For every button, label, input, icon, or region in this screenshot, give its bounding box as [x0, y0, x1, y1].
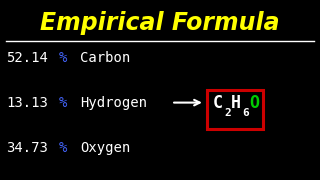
Text: Carbon: Carbon [80, 51, 130, 65]
Text: 6: 6 [242, 108, 249, 118]
Text: H: H [231, 94, 241, 112]
Text: %: % [59, 96, 68, 110]
Text: %: % [59, 51, 68, 65]
Text: Oxygen: Oxygen [80, 141, 130, 155]
Text: 34.73: 34.73 [6, 141, 48, 155]
Text: 13.13: 13.13 [6, 96, 48, 110]
Text: O: O [249, 94, 259, 112]
Text: Empirical Formula: Empirical Formula [40, 10, 280, 35]
Text: %: % [59, 141, 68, 155]
Text: 52.14: 52.14 [6, 51, 48, 65]
Text: 2: 2 [224, 108, 231, 118]
Text: C: C [213, 94, 223, 112]
Text: Hydrogen: Hydrogen [80, 96, 147, 110]
